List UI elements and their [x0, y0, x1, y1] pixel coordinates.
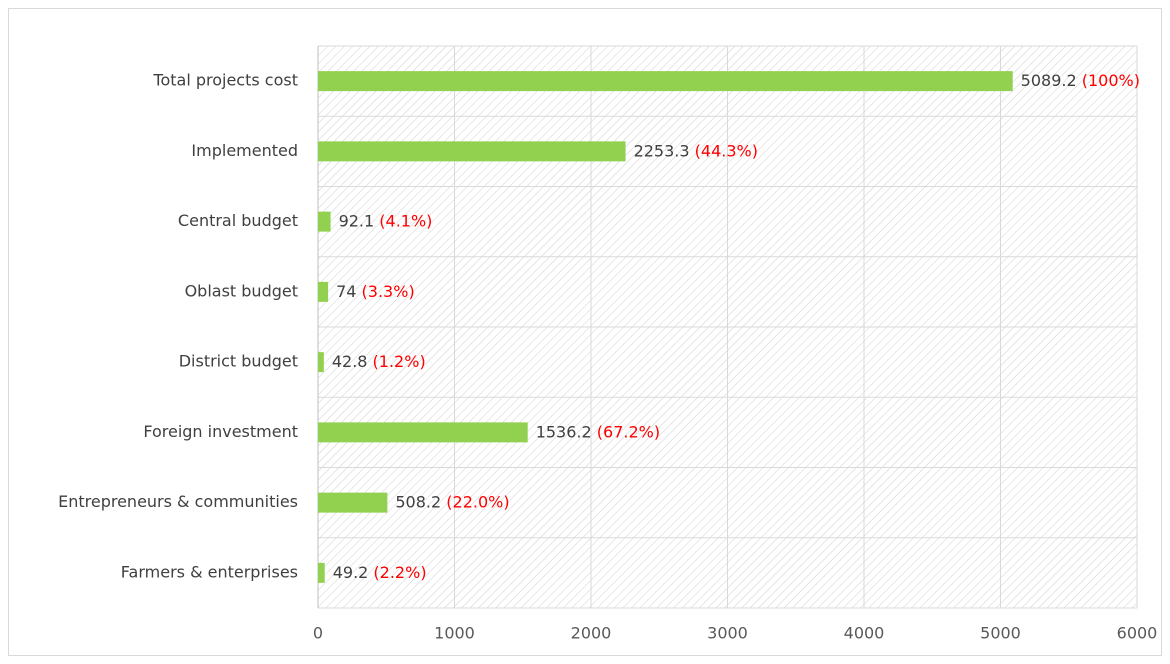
bar: [318, 352, 324, 373]
x-tick-label: 4000: [844, 624, 885, 643]
y-tick-label: Total projects cost: [152, 71, 298, 90]
bar: [318, 562, 325, 583]
value-label: 74: [336, 281, 356, 300]
y-tick-label: District budget: [179, 352, 298, 371]
share-label: (2.2%): [373, 562, 426, 581]
data-label: 508.2 (22.0%): [395, 492, 509, 511]
share-label: (44.3%): [695, 141, 758, 160]
x-tick-label: 2000: [571, 624, 612, 643]
data-label: 1536.2 (67.2%): [536, 422, 660, 441]
share-label: (4.1%): [379, 211, 432, 230]
bar: [318, 211, 331, 232]
y-tick-label: Entrepreneurs & communities: [58, 492, 298, 511]
data-label: 42.8 (1.2%): [332, 352, 426, 371]
value-label: 5089.2: [1021, 71, 1077, 90]
data-label: 49.2 (2.2%): [333, 562, 427, 581]
share-label: (3.3%): [362, 281, 415, 300]
x-tick-label: 5000: [980, 624, 1021, 643]
value-label: 508.2: [395, 492, 441, 511]
data-label: 92.1 (4.1%): [339, 211, 433, 230]
data-label: 74 (3.3%): [336, 281, 415, 300]
x-tick-label: 6000: [1117, 624, 1158, 643]
bar: [318, 71, 1013, 92]
value-label: 92.1: [339, 211, 375, 230]
y-tick-label: Oblast budget: [185, 281, 298, 300]
bar: [318, 281, 329, 302]
share-label: (67.2%): [597, 422, 660, 441]
y-tick-label: Central budget: [178, 211, 298, 230]
y-tick-label: Foreign investment: [143, 422, 298, 441]
y-tick-label: Farmers & enterprises: [121, 562, 298, 581]
x-tick-label: 0: [313, 624, 323, 643]
bar: [318, 141, 626, 162]
share-label: (22.0%): [446, 492, 509, 511]
value-label: 2253.3: [634, 141, 690, 160]
value-label: 49.2: [333, 562, 369, 581]
value-label: 42.8: [332, 352, 368, 371]
x-tick-label: 3000: [707, 624, 748, 643]
x-tick-label: 1000: [434, 624, 475, 643]
data-label: 2253.3 (44.3%): [634, 141, 758, 160]
bar: [318, 422, 528, 443]
value-label: 1536.2: [536, 422, 592, 441]
share-label: (1.2%): [373, 352, 426, 371]
share-label: (100%): [1082, 71, 1140, 90]
bar: [318, 492, 388, 513]
data-label: 5089.2 (100%): [1021, 71, 1140, 90]
y-tick-label: Implemented: [191, 141, 298, 160]
